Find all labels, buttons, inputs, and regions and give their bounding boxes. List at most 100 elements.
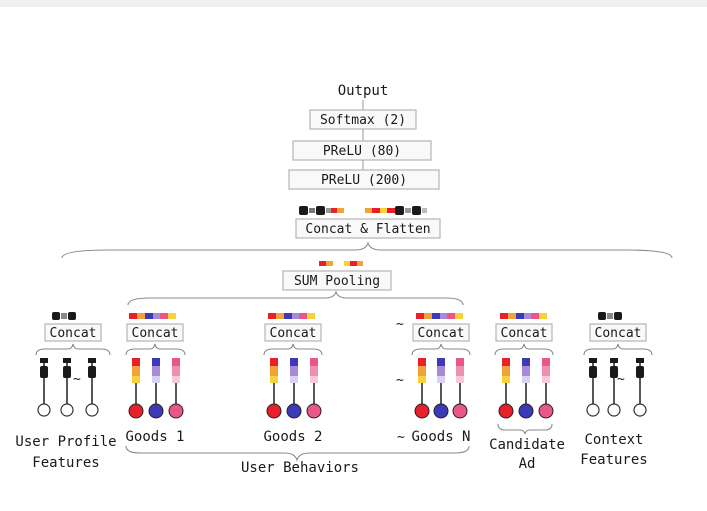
svg-text:~: ~ (396, 317, 404, 332)
goods-1-col-2-segment-tip (152, 376, 160, 383)
prelu-80-label: PReLU (80) (323, 144, 401, 159)
prelu-200-label: PReLU (200) (321, 173, 407, 188)
goods-n-col-1-segment-tip (418, 376, 426, 383)
user-profile-embedding-strip (52, 312, 76, 320)
goods-1-col-3-segment-top (172, 358, 180, 366)
goods-ellipsis: ~ (397, 430, 405, 445)
goods-2-col-3-input-node (306, 403, 322, 419)
concat-embedding-strip (299, 206, 427, 215)
goods-2-col-2-segment-mid (290, 366, 298, 376)
concat-context: Concat (589, 323, 647, 342)
user-profile-label: User Profile Features (15, 434, 116, 471)
candidate-ad-col-1-input-node (498, 403, 514, 419)
group-braces (35, 343, 653, 356)
goods-n-col-2-input-node (433, 403, 449, 419)
goods-1-col-2-segment-top (152, 358, 160, 366)
svg-text:Features: Features (32, 455, 99, 471)
goods-2-col-1-segment-mid (270, 366, 278, 376)
goods-2-col-3-segment-tip (310, 376, 318, 383)
candidate-ad-col-3-input-node (538, 403, 554, 419)
goods-2-col-1-segment-top (270, 358, 278, 366)
svg-text:Features: Features (580, 452, 647, 468)
goods-1-col-2-segment-mid (152, 366, 160, 376)
goods-2-col-1-segment-tip (270, 376, 278, 383)
prelu-80-layer: PReLU (80) (292, 140, 432, 161)
svg-text:~: ~ (617, 372, 625, 387)
goods-1-label: Goods 1 (125, 429, 184, 445)
softmax-layer: Softmax (2) (309, 109, 417, 130)
svg-text:Ad: Ad (519, 456, 536, 472)
concat-goods-n: Concat (412, 323, 470, 342)
goods-n-label: Goods N (411, 429, 470, 445)
candidate-ad-col-1-segment-tip (502, 376, 510, 383)
goods-n-col-2-segment-top (437, 358, 445, 366)
svg-text:Concat: Concat (132, 326, 179, 341)
pooled-embedding-strip (319, 261, 363, 266)
goods-n-col-3-segment-tip (456, 376, 464, 383)
goods-n-col-3-segment-top (456, 358, 464, 366)
concat-flatten-label: Concat & Flatten (305, 222, 430, 237)
goods-n-col-1-segment-mid (418, 366, 426, 376)
candidate-ad-col-3-segment-top (542, 358, 550, 366)
goods-1-col-3-segment-tip (172, 376, 180, 383)
goods-2-col-3-segment-mid (310, 366, 318, 376)
goods-1-col-1-segment-top (132, 358, 140, 366)
svg-text:Concat: Concat (595, 326, 642, 341)
concat-goods-1: Concat (126, 323, 184, 342)
svg-text:Concat: Concat (50, 326, 97, 341)
goods-1-col-2-input-node (148, 403, 164, 419)
prelu-200-layer: PReLU (200) (288, 169, 440, 190)
goods-1-embedding-strip (129, 313, 176, 319)
context-label: Context Features (580, 432, 647, 468)
ellipsis-marks: ~ ~ ~ ~ (73, 317, 625, 388)
output-layer: Output (338, 83, 389, 99)
candidate-ad-col-2-input-node (518, 403, 534, 419)
context-embedding-strip (598, 312, 622, 320)
svg-text:Candidate: Candidate (489, 437, 565, 453)
goods-2-col-2-input-node (286, 403, 302, 419)
goods-2-col-2-segment-tip (290, 376, 298, 383)
goods-2-col-3-segment-top (310, 358, 318, 366)
context-inputs (586, 358, 647, 417)
user-behaviors-brace (125, 445, 470, 462)
sum-pooling-layer: SUM Pooling (282, 270, 392, 291)
candidate-ad-bottom-brace (497, 423, 553, 435)
goods-1-col-1-segment-tip (132, 376, 140, 383)
svg-text:Concat: Concat (418, 326, 465, 341)
goods-n-col-3-segment-mid (456, 366, 464, 376)
goods-n-embedding-strip (416, 313, 463, 319)
sum-pooling-label: SUM Pooling (294, 274, 380, 289)
softmax-label: Softmax (2) (320, 113, 406, 128)
goods-n-col-1-input-node (414, 403, 430, 419)
svg-text:Concat: Concat (270, 326, 317, 341)
goods-n-col-3-input-node (452, 403, 468, 419)
candidate-ad-col-3-segment-tip (542, 376, 550, 383)
goods-2-embedding-strip (268, 313, 315, 319)
output-label: Output (338, 83, 389, 99)
concat-flatten-layer: Concat & Flatten (295, 218, 441, 239)
candidate-ad-col-1-segment-top (502, 358, 510, 366)
concat-user-profile: Concat (44, 323, 102, 342)
concat-candidate-ad: Concat (495, 323, 553, 342)
user-behaviors-label: User Behaviors (241, 460, 359, 476)
pooling-brace (127, 290, 464, 306)
candidate-ad-col-2-segment-top (522, 358, 530, 366)
main-brace (61, 241, 673, 259)
item-embedding-columns (128, 358, 554, 419)
goods-2-label: Goods 2 (263, 429, 322, 445)
user-profile-inputs (37, 358, 99, 417)
candidate-ad-col-2-segment-tip (522, 376, 530, 383)
goods-1-col-1-input-node (128, 403, 144, 419)
svg-text:~: ~ (396, 373, 404, 388)
candidate-ad-label: Candidate Ad (489, 437, 565, 472)
goods-n-col-2-segment-mid (437, 366, 445, 376)
candidate-ad-col-3-segment-mid (542, 366, 550, 376)
goods-n-col-1-segment-top (418, 358, 426, 366)
svg-text:~: ~ (73, 372, 81, 387)
goods-1-col-3-input-node (168, 403, 184, 419)
goods-1-col-1-segment-mid (132, 366, 140, 376)
candidate-ad-embedding-strip (500, 313, 547, 319)
goods-n-col-2-segment-tip (437, 376, 445, 383)
candidate-ad-col-1-segment-mid (502, 366, 510, 376)
goods-2-col-2-segment-top (290, 358, 298, 366)
